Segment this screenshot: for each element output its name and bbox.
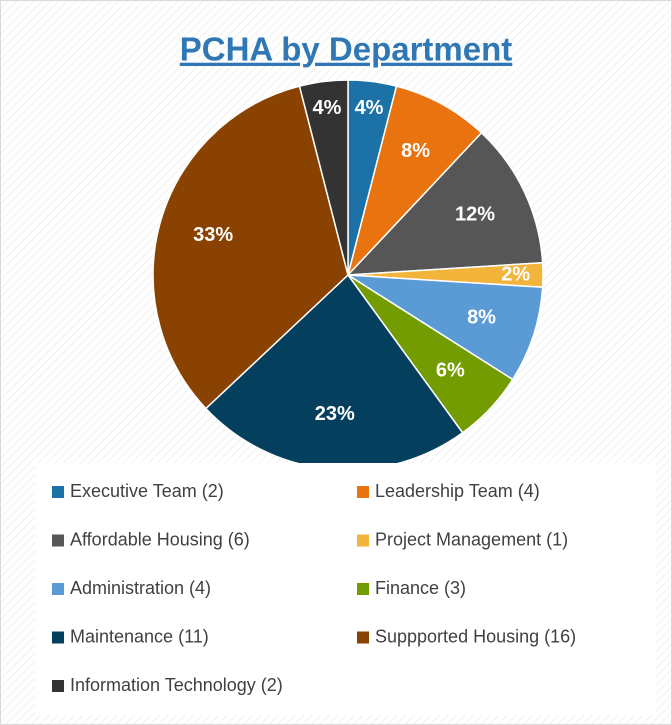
legend-swatch <box>357 534 369 547</box>
legend-swatch <box>52 631 64 644</box>
legend-label: Leadership Team (4) <box>375 481 540 501</box>
slice-label: 6% <box>436 359 465 381</box>
chart-title: PCHA by Department <box>180 31 513 68</box>
legend-label: Finance (3) <box>375 578 466 598</box>
slice-label: 4% <box>355 97 384 119</box>
slice-label: 8% <box>401 140 430 162</box>
legend-label: Administration (4) <box>70 578 211 598</box>
legend-label: Project Management (1) <box>375 529 568 549</box>
legend-label: Information Technology (2) <box>70 675 283 695</box>
legend-swatch <box>52 534 64 547</box>
slice-label: 33% <box>193 224 233 246</box>
pie: 4%8%12%2%8%6%23%33%4% <box>152 79 544 471</box>
slice-label: 23% <box>315 403 355 425</box>
legend-swatch <box>357 486 369 498</box>
legend-label: Affordable Housing (6) <box>70 529 250 549</box>
slice <box>347 274 544 381</box>
legend: Executive Team (2) Leadership Team (4) Aff… <box>52 481 576 695</box>
legend-swatch <box>357 583 369 595</box>
slice-label: 4% <box>313 97 342 119</box>
slice-label: 2% <box>501 263 530 285</box>
slice <box>347 85 483 276</box>
slice <box>346 131 544 276</box>
legend-swatch <box>52 486 64 498</box>
legend-box <box>35 463 655 715</box>
legend-label: Suppported Housing (16) <box>375 626 576 646</box>
slice-label: 8% <box>467 307 496 329</box>
legend-label: Maintenance (11) <box>70 626 209 646</box>
slice-label: 12% <box>455 204 495 226</box>
slice <box>298 79 349 276</box>
legend-label: Executive Team (2) <box>70 481 224 501</box>
legend-swatch <box>52 583 64 595</box>
legend-swatch <box>357 631 369 644</box>
legend-swatch <box>52 680 64 692</box>
slice <box>152 85 349 410</box>
